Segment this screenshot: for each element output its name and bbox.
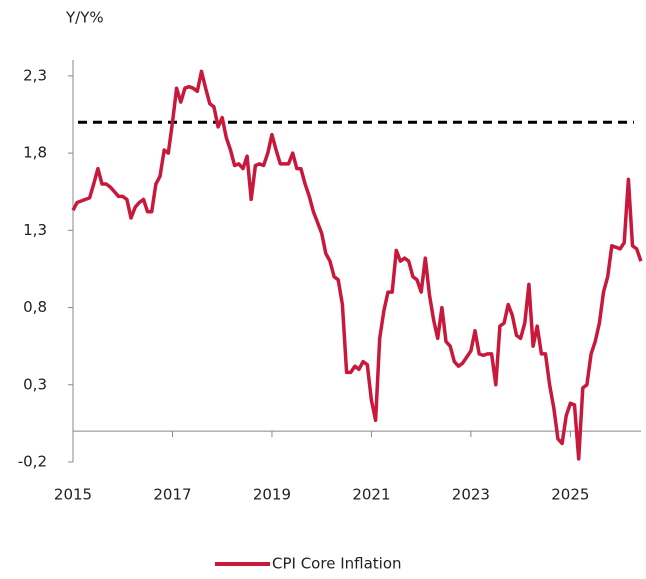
x-tick-label: 2025 xyxy=(551,486,589,504)
x-tick-label: 2015 xyxy=(54,486,92,504)
x-tick-label: 2023 xyxy=(452,486,490,504)
x-tick-label: 2021 xyxy=(352,486,390,504)
y-tick-label: 0,8 xyxy=(23,298,47,316)
x-tick-label: 2017 xyxy=(153,486,191,504)
y-tick-label: 2,3 xyxy=(23,66,47,84)
y-tick-label: -0,2 xyxy=(18,453,47,471)
y-tick-label: 1,3 xyxy=(23,221,47,239)
legend-label: CPI Core Inflation xyxy=(272,555,402,573)
y-tick-label: 1,8 xyxy=(23,144,47,162)
series-line xyxy=(71,69,643,461)
y-axis-label: Y/Y% xyxy=(65,9,104,27)
x-tick-label: 2019 xyxy=(253,486,291,504)
y-tick-label: 0,3 xyxy=(23,375,47,393)
